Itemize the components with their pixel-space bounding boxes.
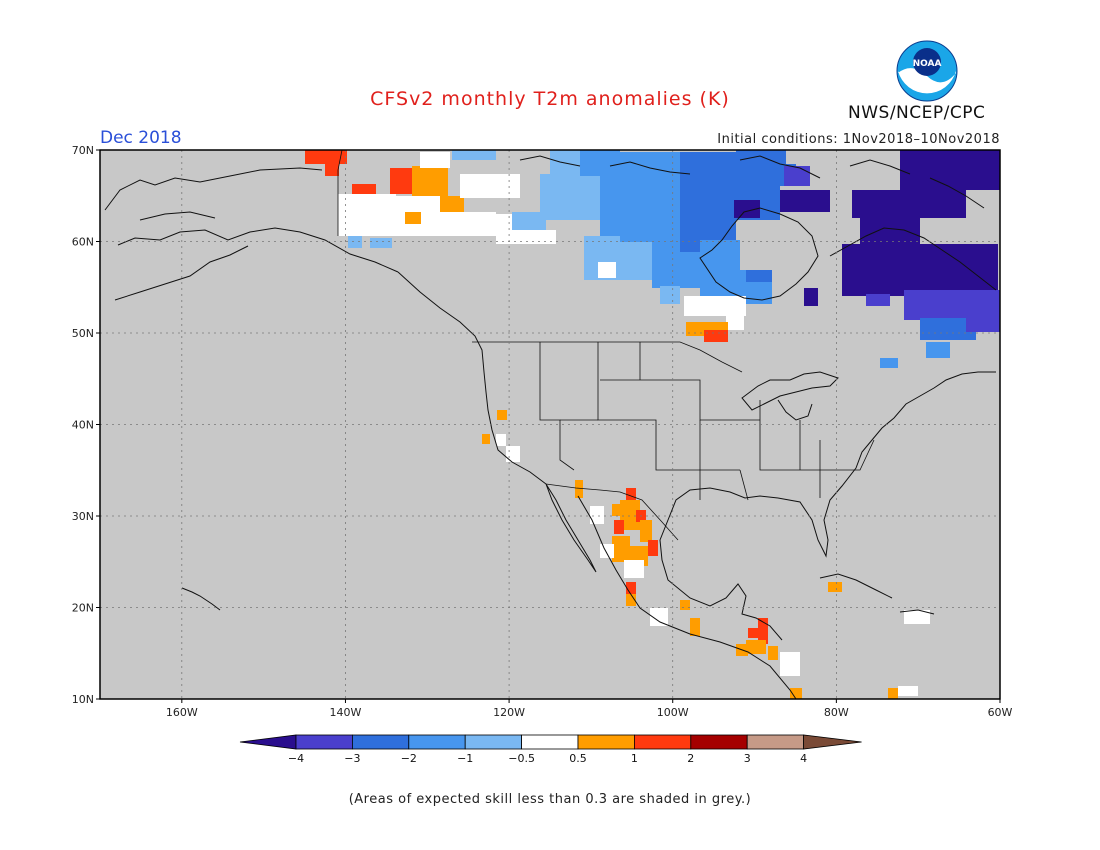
- colorbar-swatch: [408, 734, 466, 750]
- colorbar-swatch: [351, 734, 410, 750]
- lon-label: 160W: [166, 706, 198, 719]
- colorbar-swatch: [577, 734, 635, 750]
- colorbar-left-arrow: [239, 734, 297, 750]
- forecast-month: Dec 2018: [100, 128, 182, 148]
- colorbar-label: −4: [288, 752, 304, 765]
- logo-text: NOAA: [913, 59, 942, 69]
- agency-label: NWS/NCEP/CPC: [848, 103, 986, 123]
- colorbar: −4 −3 −2 −1 −0.5 0.5 1 2 3 4: [239, 734, 862, 765]
- skill-footnote: (Areas of expected skill less than 0.3 a…: [348, 792, 752, 807]
- colorbar-swatch: [464, 734, 523, 750]
- longitude-axis: 160W 140W 120W 100W 80W 60W: [166, 699, 1013, 719]
- initial-conditions: Initial conditions: 1Nov2018–10Nov2018: [717, 132, 1000, 147]
- lat-label: 70N: [72, 144, 94, 157]
- lat-label: 40N: [72, 419, 94, 432]
- colorbar-label: 3: [744, 752, 751, 765]
- colorbar-swatch: [690, 734, 748, 750]
- lon-label: 80W: [824, 706, 849, 719]
- latitude-axis: 70N 60N 50N 40N 30N 20N 10N: [72, 144, 100, 706]
- coastlines: [104, 155, 997, 700]
- colorbar-label: −0.5: [508, 752, 535, 765]
- lon-label: 100W: [657, 706, 689, 719]
- lat-label: 50N: [72, 327, 94, 340]
- map-title: CFSv2 monthly T2m anomalies (K): [370, 88, 730, 110]
- colorbar-swatch: [521, 734, 579, 750]
- anomaly-cells: [305, 150, 1000, 699]
- colorbar-label: −3: [344, 752, 360, 765]
- colorbar-right-arrow: [803, 734, 862, 750]
- lat-label: 20N: [72, 602, 94, 615]
- colorbar-swatch: [634, 734, 692, 750]
- lat-label: 60N: [72, 236, 94, 249]
- colorbar-label: 4: [800, 752, 807, 765]
- colorbar-swatch: [295, 734, 353, 750]
- colorbar-label: −2: [401, 752, 417, 765]
- colorbar-label: 0.5: [569, 752, 587, 765]
- noaa-logo: NOAA: [896, 40, 958, 102]
- lat-label: 30N: [72, 510, 94, 523]
- lon-label: 120W: [493, 706, 525, 719]
- colorbar-label: −1: [457, 752, 473, 765]
- colorbar-swatch: [746, 734, 805, 750]
- lon-label: 60W: [988, 706, 1013, 719]
- colorbar-label: 2: [687, 752, 694, 765]
- graticule: [100, 150, 1000, 699]
- colorbar-label: 1: [631, 752, 638, 765]
- political-borders: [337, 149, 875, 541]
- lon-label: 140W: [330, 706, 362, 719]
- lat-label: 10N: [72, 693, 94, 706]
